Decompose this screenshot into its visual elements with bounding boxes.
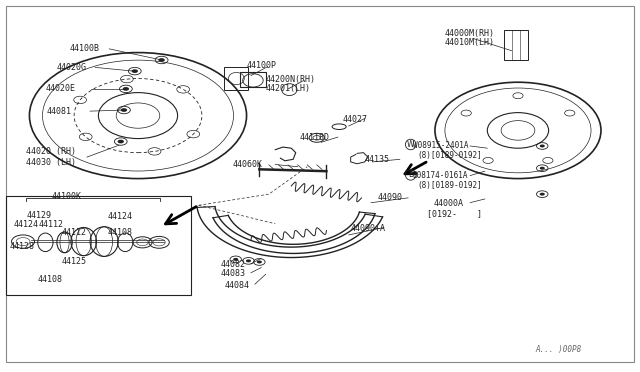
Bar (504, 31, 528, 60)
Text: 44020E: 44020E (45, 84, 76, 93)
Text: 44108: 44108 (108, 228, 133, 237)
Text: B08174-0161A: B08174-0161A (413, 171, 468, 180)
Text: 44128: 44128 (10, 241, 35, 250)
Text: A... )00P8: A... )00P8 (536, 345, 582, 354)
Text: 44000A: 44000A (434, 199, 463, 208)
Text: 44020 (RH): 44020 (RH) (26, 147, 76, 156)
Text: 44124: 44124 (13, 220, 38, 229)
Text: 44030 (LH): 44030 (LH) (26, 158, 76, 167)
Text: 44100P: 44100P (246, 61, 276, 70)
Text: 44081: 44081 (47, 108, 72, 116)
Circle shape (121, 108, 127, 112)
Text: 44124: 44124 (108, 212, 133, 221)
Text: 44000M(RH): 44000M(RH) (445, 29, 495, 38)
Text: 44135: 44135 (365, 155, 390, 164)
Text: 44090+A: 44090+A (351, 224, 386, 233)
Text: 44112: 44112 (39, 220, 64, 229)
Text: (8)[0189-0192]: (8)[0189-0192] (417, 151, 482, 160)
Text: 44084: 44084 (224, 281, 249, 290)
Circle shape (540, 167, 545, 170)
Text: (8)[0189-0192]: (8)[0189-0192] (417, 181, 482, 190)
Bar (240, 72, 266, 87)
Text: 44125: 44125 (61, 257, 86, 266)
Text: [0192-    ]: [0192- ] (428, 209, 483, 218)
Circle shape (540, 193, 545, 196)
Circle shape (233, 258, 238, 261)
Text: 44201(LH): 44201(LH) (266, 84, 310, 93)
Text: 44060K: 44060K (232, 160, 262, 169)
Circle shape (118, 140, 124, 143)
Text: W: W (407, 140, 415, 149)
Circle shape (159, 58, 165, 62)
Circle shape (257, 260, 262, 263)
Text: 44129: 44129 (26, 211, 51, 220)
Text: 44010M(LH): 44010M(LH) (445, 38, 495, 48)
Text: 44082: 44082 (221, 260, 246, 269)
Bar (224, 67, 248, 90)
Text: B: B (408, 170, 413, 179)
Text: 44027: 44027 (342, 115, 367, 124)
Text: 44100K: 44100K (52, 192, 82, 201)
Text: 44083: 44083 (221, 269, 246, 278)
Circle shape (132, 69, 138, 73)
Text: 44118D: 44118D (300, 133, 330, 142)
Circle shape (123, 87, 129, 91)
Text: 44090: 44090 (378, 193, 403, 202)
Bar (6, 196, 191, 295)
Text: 44200N(RH): 44200N(RH) (266, 75, 316, 84)
Text: 44020G: 44020G (57, 63, 87, 72)
Text: W08915-2401A: W08915-2401A (413, 141, 468, 151)
Circle shape (246, 259, 251, 262)
Text: 44100B: 44100B (70, 44, 100, 53)
Text: 44112: 44112 (61, 228, 86, 237)
Circle shape (540, 144, 545, 147)
Text: 44108: 44108 (38, 275, 63, 284)
